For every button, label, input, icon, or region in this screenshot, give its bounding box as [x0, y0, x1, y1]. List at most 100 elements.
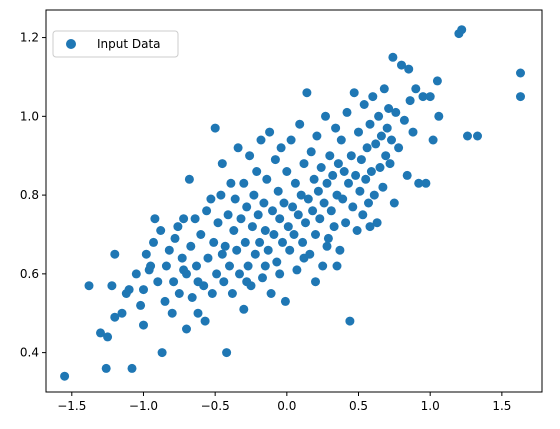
data-point	[170, 233, 180, 243]
data-point	[265, 127, 275, 137]
data-point	[394, 143, 404, 153]
data-point	[232, 245, 242, 255]
data-point	[269, 230, 279, 239]
data-point	[190, 214, 200, 224]
data-point	[391, 107, 401, 117]
data-point	[344, 178, 353, 188]
data-point	[342, 107, 352, 117]
data-point	[262, 174, 272, 184]
data-point	[389, 198, 399, 208]
data-point	[335, 245, 345, 255]
data-point	[179, 265, 189, 275]
legend-label: Input Data	[97, 37, 161, 51]
data-point	[280, 296, 290, 306]
data-point	[169, 277, 179, 287]
data-point	[227, 289, 237, 298]
data-point	[397, 60, 406, 70]
data-point	[260, 226, 270, 235]
legend-box	[52, 30, 179, 58]
data-point	[331, 123, 341, 133]
data-point	[229, 226, 239, 235]
data-point	[242, 277, 252, 287]
data-point	[326, 206, 336, 216]
data-point	[306, 147, 316, 157]
data-point	[276, 143, 286, 153]
data-point	[313, 186, 323, 196]
data-point	[103, 332, 113, 342]
y-tick-label: 0.6	[20, 267, 39, 281]
data-point	[272, 257, 282, 267]
data-point	[156, 226, 166, 235]
data-point	[288, 202, 298, 212]
data-point	[127, 363, 137, 373]
x-tick-label: 1.0	[421, 399, 440, 413]
data-point	[222, 348, 232, 358]
data-point	[414, 178, 424, 188]
x-tick-label: −0.5	[201, 399, 230, 413]
data-point	[328, 170, 338, 180]
data-point	[247, 222, 257, 232]
data-point	[273, 186, 283, 196]
plot-frame	[45, 9, 543, 393]
data-point	[286, 135, 296, 145]
data-point	[282, 167, 292, 176]
data-point	[256, 135, 266, 145]
data-point	[404, 64, 414, 74]
data-point	[253, 210, 263, 220]
data-point	[207, 289, 217, 298]
data-point	[341, 218, 351, 228]
data-point	[139, 320, 148, 330]
data-point	[371, 139, 381, 149]
data-point	[362, 143, 372, 153]
data-point	[372, 218, 382, 228]
x-tick-label: −1.0	[129, 399, 158, 413]
data-point	[345, 316, 355, 326]
data-point	[339, 167, 349, 176]
data-point	[338, 194, 348, 204]
data-point	[250, 249, 260, 259]
data-point	[242, 202, 252, 212]
data-point	[316, 163, 326, 172]
y-tick-label: 0.8	[20, 188, 39, 202]
data-point	[298, 237, 308, 247]
data-point	[157, 348, 167, 358]
data-point	[149, 237, 158, 247]
data-point	[101, 363, 111, 373]
data-point	[296, 190, 306, 200]
data-point	[230, 194, 240, 204]
data-point	[226, 178, 236, 188]
data-point	[131, 269, 141, 279]
data-point	[348, 202, 358, 212]
data-point	[279, 198, 289, 208]
data-point	[365, 222, 375, 232]
data-point	[217, 159, 227, 169]
data-point	[161, 261, 171, 271]
data-point	[351, 170, 361, 180]
data-point	[366, 167, 376, 176]
data-point	[184, 174, 194, 184]
data-point	[290, 178, 300, 188]
data-point	[457, 25, 467, 35]
x-tick-label: 1.5	[492, 399, 511, 413]
legend-marker	[66, 39, 76, 49]
data-point	[146, 261, 156, 271]
data-point	[266, 289, 276, 298]
data-point	[318, 261, 328, 271]
data-point	[308, 206, 318, 216]
data-point	[311, 277, 320, 287]
data-point	[354, 127, 363, 137]
data-point	[136, 300, 146, 310]
data-point	[260, 261, 270, 271]
data-point	[385, 159, 395, 169]
data-point	[355, 186, 365, 196]
data-point	[206, 194, 216, 204]
data-point	[364, 198, 373, 208]
data-point	[225, 261, 234, 271]
data-point	[239, 304, 249, 314]
y-tick-label: 1.2	[20, 31, 39, 45]
data-point	[418, 92, 428, 102]
x-tick-label: 0.0	[277, 399, 296, 413]
data-point	[219, 277, 229, 287]
data-point	[402, 170, 412, 180]
